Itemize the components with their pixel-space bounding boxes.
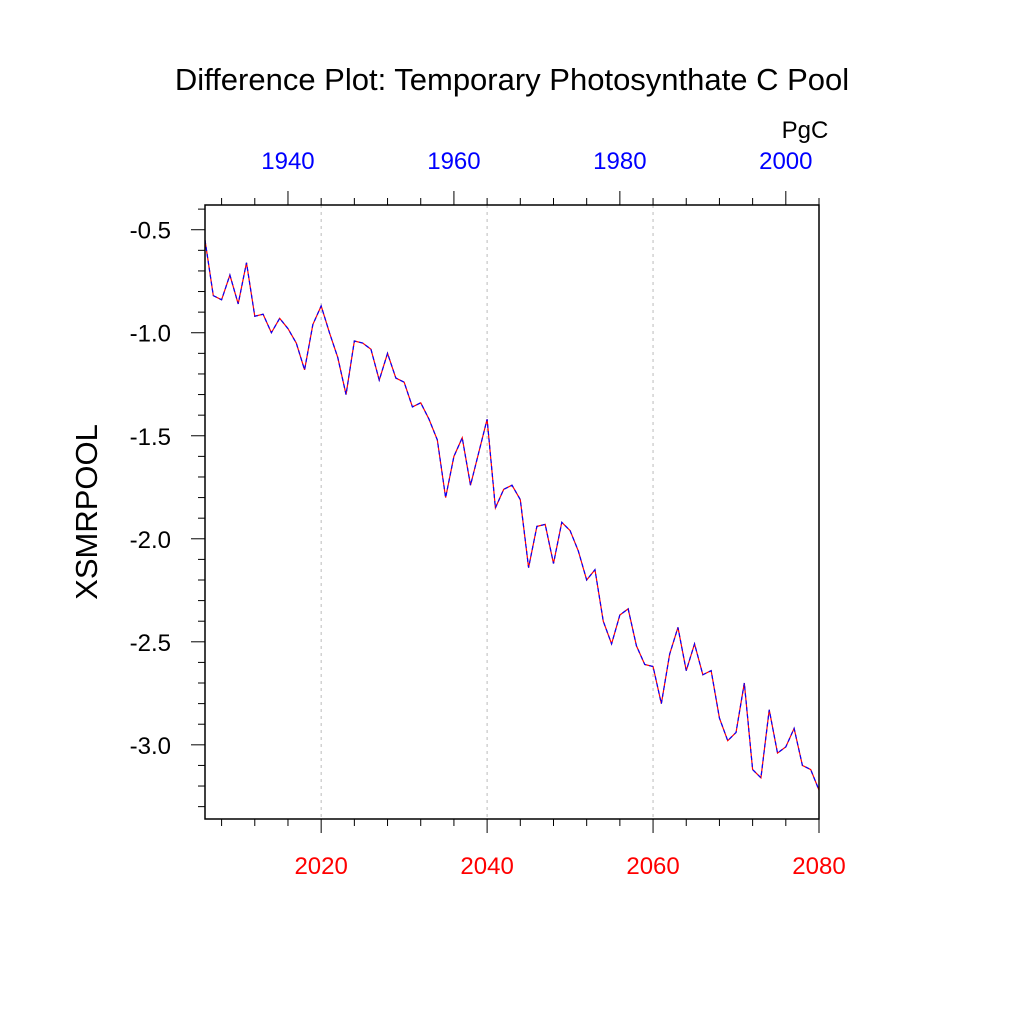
- y-tick-label--2.5: -2.5: [130, 630, 171, 657]
- axis-ticks: [191, 191, 820, 833]
- bottom-tick-label-2040: 2040: [460, 853, 513, 880]
- bottom-tick-label-2060: 2060: [626, 853, 679, 880]
- y-tick-label--1.5: -1.5: [130, 424, 171, 451]
- y-axis-label: XSMRPOOL: [69, 424, 104, 600]
- chart-title: Difference Plot: Temporary Photosynthate…: [175, 62, 849, 97]
- series-line-blue: [204, 239, 820, 791]
- bottom-tick-label-2080: 2080: [792, 853, 845, 880]
- top-tick-label-1980: 1980: [593, 148, 646, 175]
- data-series: [204, 239, 820, 791]
- top-tick-label-2000: 2000: [759, 148, 812, 175]
- plot-frame: [204, 204, 820, 820]
- y-tick-label--2.0: -2.0: [130, 527, 171, 554]
- tick-labels: 2020 2040 2060 2080 1940 1960 1980 2000 -0.5 -1.0…: [130, 148, 846, 880]
- bottom-tick-label-2020: 2020: [294, 853, 347, 880]
- series-line-red: [204, 239, 820, 791]
- y-tick-label--1.0: -1.0: [130, 321, 171, 348]
- y-tick-label--0.5: -0.5: [130, 218, 171, 245]
- top-tick-label-1940: 1940: [261, 148, 314, 175]
- top-tick-label-1960: 1960: [427, 148, 480, 175]
- units-label: PgC: [782, 117, 829, 144]
- gridlines: [320, 205, 654, 819]
- y-tick-label--3.0: -3.0: [130, 733, 171, 760]
